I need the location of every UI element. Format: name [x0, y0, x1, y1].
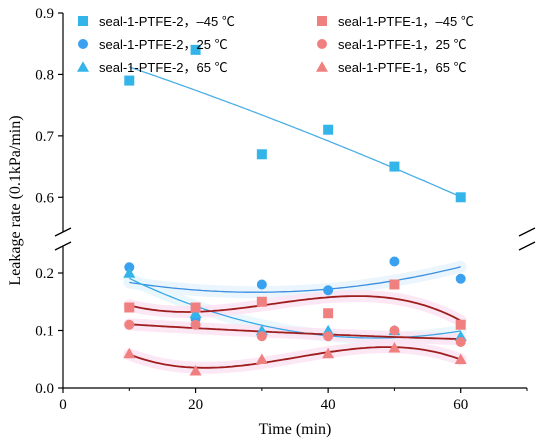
data-point — [455, 192, 466, 203]
legend-label: seal-1-PTFE-2，–45 ℃ — [99, 14, 235, 29]
data-point — [388, 342, 401, 353]
data-point — [190, 44, 201, 55]
legend-marker — [317, 39, 327, 49]
legend-marker — [316, 61, 328, 72]
data-point — [189, 365, 202, 376]
y-tick-label: 0.8 — [35, 67, 54, 83]
data-point — [389, 161, 400, 172]
data-point — [323, 308, 334, 319]
data-point — [123, 267, 136, 278]
data-point — [256, 331, 267, 342]
x-tick-label: 0 — [59, 397, 67, 413]
data-point — [124, 319, 135, 330]
y-tick-label: 0.9 — [35, 6, 54, 22]
legend-marker — [78, 16, 88, 26]
series-fit-line — [129, 323, 461, 340]
data-point — [455, 337, 466, 347]
data-point — [124, 75, 135, 86]
data-point — [389, 279, 400, 290]
data-point — [256, 279, 267, 290]
x-tick-label: 40 — [321, 397, 336, 413]
legend-item: seal-1-PTFE-2，65 ℃ — [77, 60, 228, 75]
plot-area — [123, 44, 467, 376]
series-fit-line — [128, 346, 462, 369]
y-axis-title: Leakage rate (0.1kPa/min) — [7, 115, 24, 285]
data-point — [256, 149, 267, 160]
data-point — [455, 273, 466, 284]
data-point — [190, 302, 201, 313]
data-point — [323, 124, 334, 135]
data-point — [454, 353, 467, 364]
data-point — [455, 319, 466, 330]
series-fit-line — [129, 295, 462, 322]
x-tick-label: 60 — [453, 397, 468, 413]
data-point — [323, 285, 334, 296]
x-tick-label: 20 — [188, 397, 203, 413]
data-point — [255, 353, 268, 364]
axes: 0 20 40 60 0.6 0.7 0.8 0.9 0.0 0.1 0.2 — [35, 6, 536, 413]
legend-item: seal-1-PTFE-2，25 ℃ — [78, 37, 228, 52]
data-point — [123, 347, 136, 359]
legend-label: seal-1-PTFE-1，–45 ℃ — [338, 14, 474, 29]
data-point — [323, 331, 334, 342]
data-point — [389, 325, 400, 336]
series-fit-line — [129, 66, 461, 198]
axis-break-mark — [518, 227, 536, 237]
series-fit-line — [129, 266, 461, 293]
axis-break-mark — [54, 227, 72, 237]
legend-marker — [77, 61, 89, 72]
data-point — [189, 307, 202, 318]
data-point — [124, 302, 135, 313]
y-tick-label: 0.2 — [35, 266, 54, 282]
data-point — [322, 347, 335, 359]
axis-break-mark — [518, 241, 536, 251]
x-axis-title: Time (min) — [259, 421, 332, 438]
data-point — [389, 256, 400, 267]
legend-label: seal-1-PTFE-2，65 ℃ — [99, 60, 228, 75]
legend-label: seal-1-PTFE-1，65 ℃ — [338, 60, 467, 75]
data-point — [256, 296, 267, 307]
legend-item: seal-1-PTFE-1，25 ℃ — [317, 37, 467, 52]
axis-break-mark — [54, 241, 72, 251]
legend-item: seal-1-PTFE-1，65 ℃ — [316, 60, 467, 75]
y-tick-label: 0.6 — [35, 190, 54, 206]
legend: seal-1-PTFE-2，–45 ℃ seal-1-PTFE-2，25 ℃ sea… — [77, 14, 474, 75]
legend-item: seal-1-PTFE-1，–45 ℃ — [317, 14, 474, 29]
y-tick-label: 0.1 — [35, 324, 54, 340]
legend-item: seal-1-PTFE-2，–45 ℃ — [78, 14, 235, 29]
data-point — [190, 319, 201, 330]
y-tick-label: 0.7 — [35, 129, 54, 145]
legend-marker — [317, 16, 327, 26]
legend-marker — [78, 39, 88, 49]
y-tick-label: 0.0 — [35, 381, 54, 397]
legend-label: seal-1-PTFE-1，25 ℃ — [338, 37, 467, 52]
legend-label: seal-1-PTFE-2，25 ℃ — [99, 37, 228, 52]
